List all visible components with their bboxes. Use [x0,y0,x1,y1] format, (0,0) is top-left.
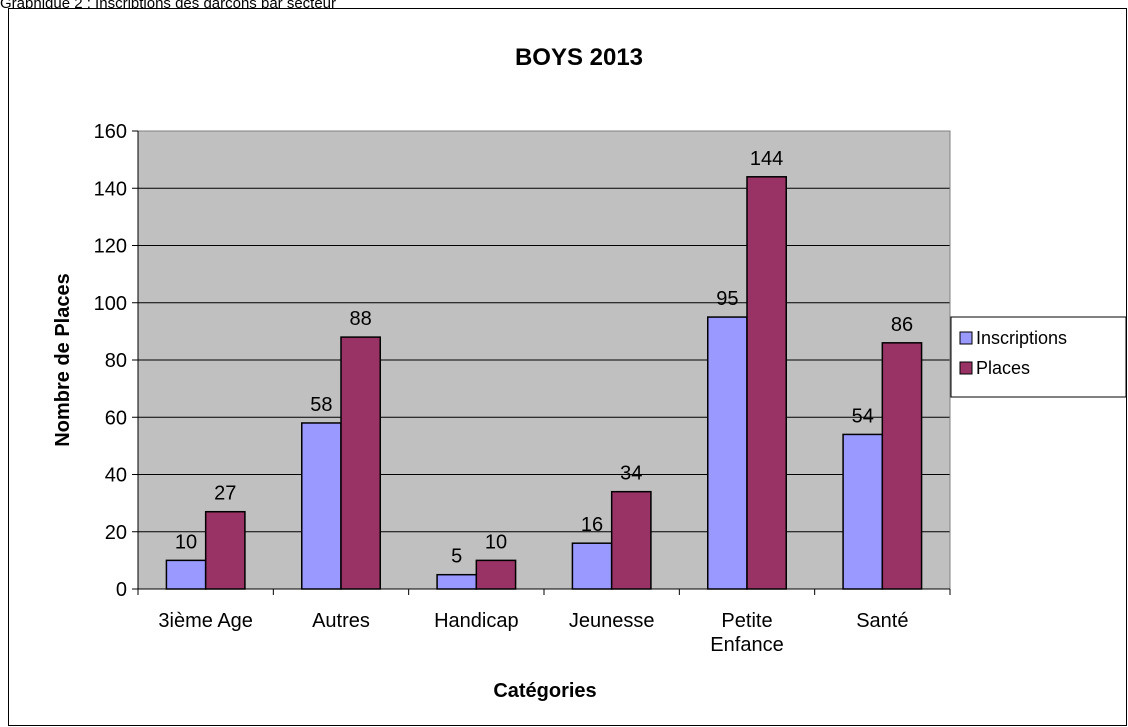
bar-inscriptions [571,542,613,590]
y-tick-label: 20 [105,522,127,544]
chart-title: BOYS 2013 [515,44,643,71]
data-label: 54 [852,405,874,427]
bars [165,176,923,590]
bar-places [475,559,517,590]
data-label: 86 [891,314,913,336]
x-axis-title: Catégories [493,680,596,702]
y-tick-label: 160 [94,121,127,143]
y-tick-label: 40 [105,465,127,487]
x-tick-label: Petite [721,610,772,632]
data-label: 34 [620,463,642,485]
y-tick-label: 140 [94,178,127,200]
legend: Inscriptions Places [950,316,1127,398]
x-tick-label: 3ième Age [158,610,253,632]
legend-swatch-inscriptions [959,331,973,345]
bar-places [340,336,381,590]
data-label: 16 [581,514,603,536]
x-tick-label: Handicap [434,610,519,632]
legend-label-places: Places [976,358,1030,378]
data-label: 95 [716,288,738,310]
bar-inscriptions [842,433,884,590]
bar-places [204,510,246,590]
data-label: 5 [451,546,462,568]
bar-places [610,490,652,590]
bar-inscriptions [301,422,342,590]
bar-places [881,342,923,590]
x-tick-label: Autres [312,610,370,632]
x-tick-label: Jeunesse [569,610,655,632]
legend-swatch-places [959,361,973,375]
bar-inscriptions [707,316,748,590]
x-tick-label: Enfance [710,634,783,656]
data-label: 58 [310,394,332,416]
y-tick-label: 0 [116,579,127,601]
data-labels: 10 27 58 88 5 10 16 34 95 144 54 86 [175,148,913,568]
bar-inscriptions [436,573,478,590]
data-label: 88 [349,308,371,330]
y-tick-label: 60 [105,407,127,429]
x-tick-label: Santé [856,610,908,632]
y-tick-label: 100 [94,293,127,315]
data-label: 27 [214,483,236,505]
data-label: 144 [750,148,783,170]
data-label: 10 [175,531,197,553]
data-label: 10 [485,531,507,553]
y-axis: 0 20 40 60 80 100 120 140 160 [94,121,139,601]
y-tick-label: 120 [94,236,127,258]
legend-box [950,316,1127,398]
x-axis: 3ième Age Autres Handicap Jeunesse PetiteEnf… [137,588,951,656]
legend-label-inscriptions: Inscriptions [976,328,1067,348]
y-tick-label: 80 [105,350,127,372]
bar-inscriptions [165,559,207,590]
bar-places [746,176,787,590]
y-axis-title: Nombre de Places [52,273,74,446]
